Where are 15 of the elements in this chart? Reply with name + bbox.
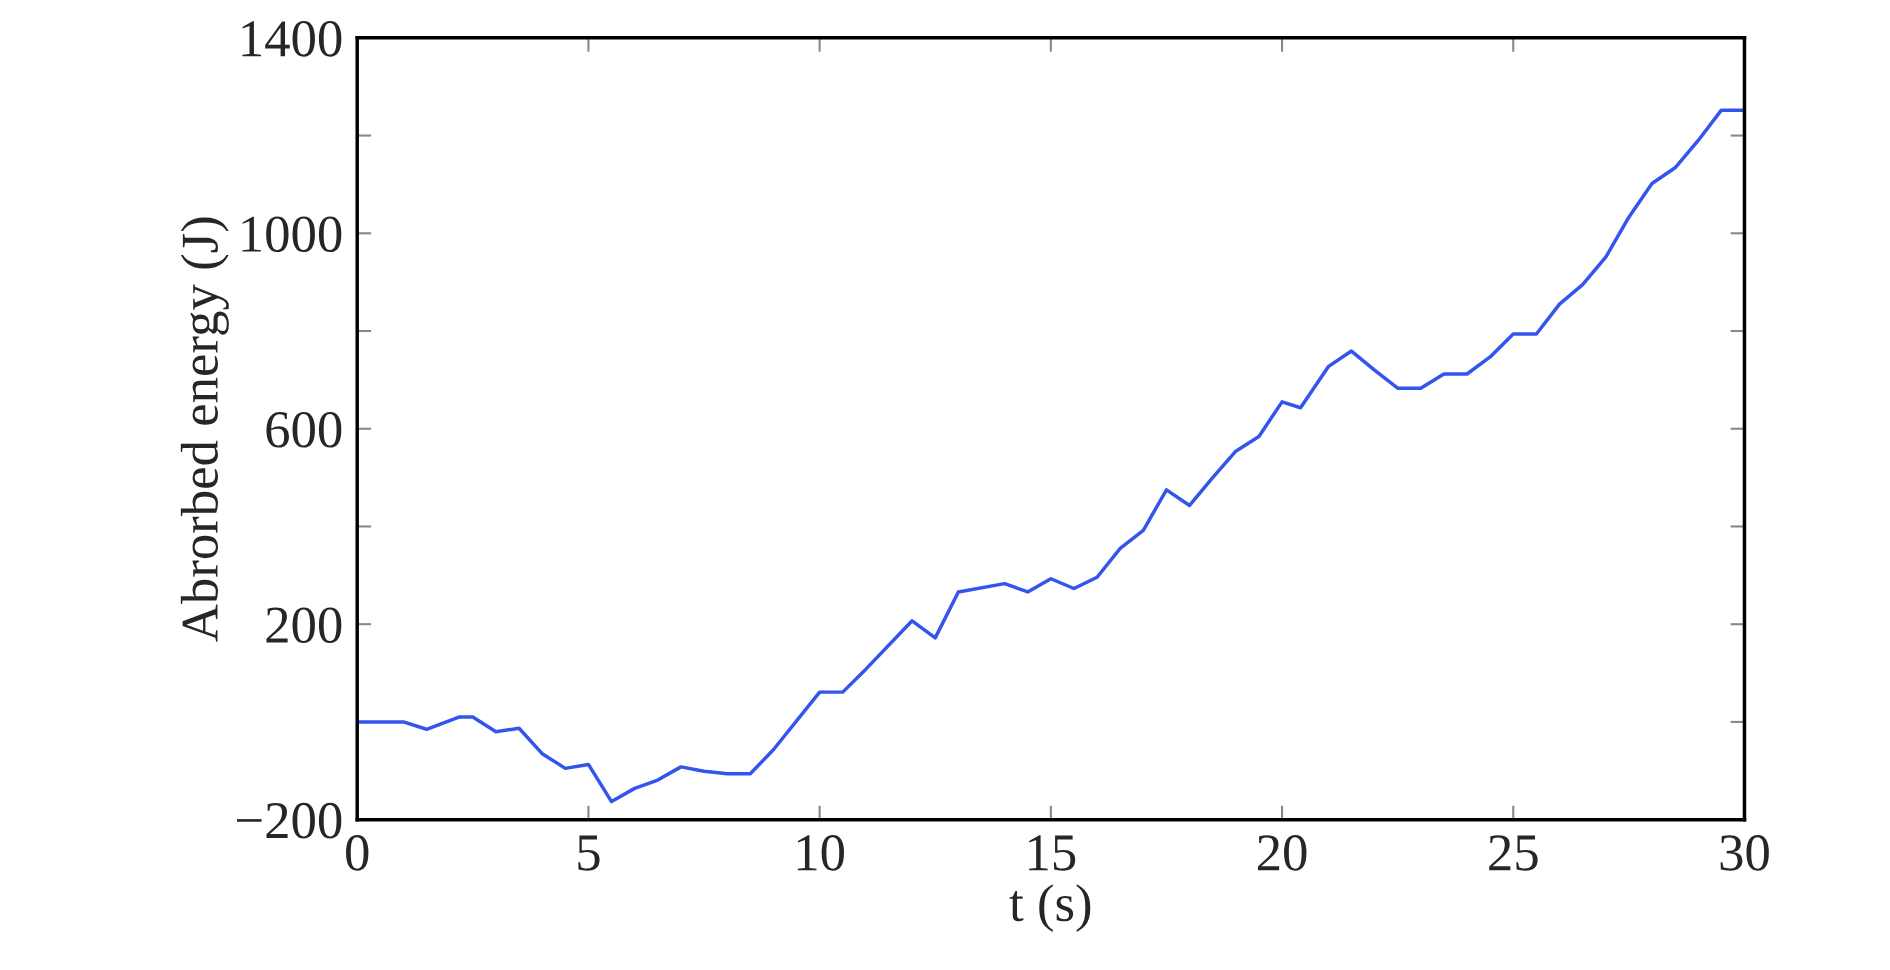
x-tick-label: 5 bbox=[578, 835, 600, 871]
x-tick-label: 30 bbox=[1720, 835, 1769, 871]
y-tick-label: 600 bbox=[266, 411, 342, 448]
x-tick-label: 10 bbox=[797, 835, 845, 871]
y-axis-title: Abrorbed energy (J) bbox=[180, 217, 229, 642]
x-tick-label: 25 bbox=[1489, 835, 1538, 871]
y-tick-label: 1400 bbox=[242, 21, 342, 57]
line-series bbox=[357, 108, 1745, 804]
x-axis-title: t (s) bbox=[1009, 884, 1091, 933]
x-tick-label: 20 bbox=[1257, 835, 1307, 871]
x-tick-label: 15 bbox=[1029, 835, 1076, 871]
x-tick-label: 0 bbox=[346, 835, 369, 871]
y-tick-label: −200 bbox=[237, 802, 342, 839]
y-tick-label: 200 bbox=[266, 607, 342, 644]
y-tick-label: 1000 bbox=[242, 216, 342, 253]
